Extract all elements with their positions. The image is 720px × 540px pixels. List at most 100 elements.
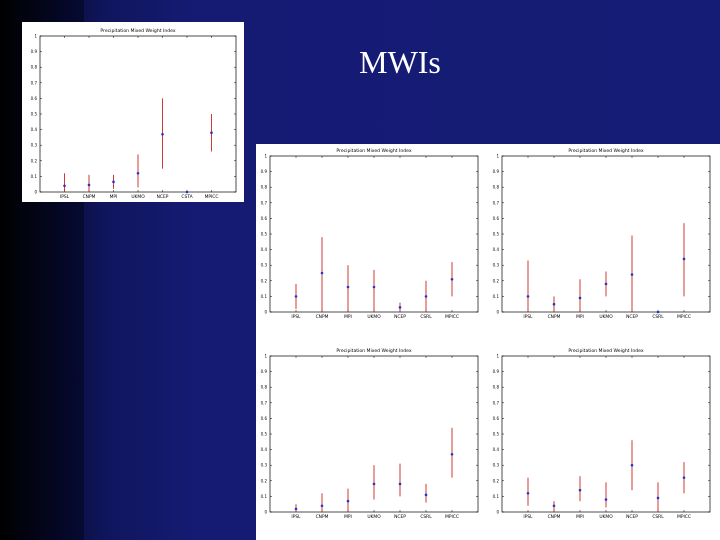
x-tick-label: MPICC [205, 194, 219, 200]
y-tick-label: 0.9 [261, 369, 268, 374]
x-tick-label: UKMO [599, 314, 613, 320]
data-point [320, 504, 324, 508]
y-tick-label: 1 [264, 154, 267, 159]
data-point [210, 131, 213, 135]
data-point [424, 295, 428, 298]
x-tick-label: MPI [344, 514, 352, 520]
y-tick-label: 0.4 [493, 247, 500, 252]
data-point [372, 482, 376, 486]
y-tick-label: 0.7 [261, 200, 268, 205]
x-tick-label: CNPM [83, 194, 96, 200]
data-point [578, 296, 582, 300]
x-tick-label: MPICC [677, 514, 691, 520]
x-tick-label: NCEP [394, 314, 406, 320]
data-point [552, 504, 556, 508]
data-point [424, 493, 428, 497]
data-point [682, 257, 686, 261]
data-point [112, 180, 115, 184]
data-point [604, 498, 608, 501]
chart-grid-panel: Precipitation Mixed Weight Index 0 0.1 0.2 0… [256, 144, 720, 540]
y-tick-label: 0.5 [261, 232, 268, 237]
y-tick-label: 0.5 [493, 432, 500, 437]
y-tick-label: 0.4 [493, 447, 500, 452]
data-point [161, 132, 164, 136]
data-point [185, 190, 189, 194]
y-tick-label: 0.5 [31, 112, 38, 117]
data-point [346, 285, 350, 289]
data-point [578, 488, 582, 492]
data-point [372, 285, 376, 289]
y-tick-label: 0.2 [261, 278, 268, 283]
x-tick-label: MPI [576, 514, 584, 520]
data-point [63, 184, 66, 188]
data-point [294, 507, 298, 511]
y-tick-label: 0.1 [261, 494, 268, 499]
data-point [294, 295, 298, 298]
y-tick-label: 0.5 [261, 432, 268, 437]
y-tick-label: 0.6 [493, 416, 500, 421]
x-tick-label: MPI [576, 314, 584, 320]
y-tick-label: 0.8 [261, 385, 268, 390]
y-tick-label: 1 [34, 34, 37, 39]
y-tick-label: 0.3 [31, 143, 38, 148]
data-point [630, 273, 634, 276]
y-tick-label: 0.4 [31, 127, 38, 132]
x-tick-label: MPI [344, 314, 352, 320]
data-point [526, 295, 530, 298]
data-point [450, 277, 454, 281]
y-tick-label: 1 [496, 154, 499, 159]
chart-title: Precipitation Mixed Weight Index [568, 148, 644, 154]
y-tick-label: 0.6 [261, 416, 268, 421]
data-point [398, 482, 402, 486]
chart-title: Precipitation Mixed Weight Index [568, 348, 644, 354]
slide-title: MWIs [359, 44, 441, 80]
x-tick-label: NCEP [626, 314, 638, 320]
data-point [398, 306, 402, 309]
x-tick-label: UKMO [367, 314, 381, 320]
x-tick-label: CSRL [420, 514, 432, 520]
x-tick-label: IPSL [291, 314, 301, 320]
chart-1: Precipitation Mixed Weight Index 0 0.1 0.2 0… [31, 28, 237, 200]
x-tick-label: IPSL [60, 194, 70, 200]
data-point [87, 183, 91, 187]
x-tick-label: NCEP [157, 194, 169, 200]
x-tick-label: CNPM [316, 314, 329, 320]
x-tick-label: MPICC [445, 514, 459, 520]
y-tick-label: 0.2 [493, 478, 500, 483]
y-tick-label: 0.7 [493, 400, 500, 405]
y-tick-label: 0.4 [261, 247, 268, 252]
y-tick-label: 0.5 [493, 232, 500, 237]
y-tick-label: 0.6 [261, 216, 268, 221]
x-tick-label: MPICC [445, 314, 459, 320]
data-point [320, 271, 324, 275]
y-tick-label: 0.6 [493, 216, 500, 221]
y-tick-label: 0.1 [31, 174, 38, 179]
y-tick-label: 0.1 [493, 294, 500, 299]
y-tick-label: 0.3 [261, 263, 268, 268]
chart-title: Precipitation Mixed Weight Index [100, 28, 176, 34]
y-tick-label: 0.6 [31, 96, 38, 101]
x-tick-label: CSRL [420, 314, 432, 320]
y-tick-label: 0.1 [493, 494, 500, 499]
chart-3: Precipitation Mixed Weight Index 0 0.1 0.2 0… [493, 148, 711, 320]
x-tick-label: CSTA [181, 194, 192, 200]
data-point [450, 452, 454, 456]
y-tick-label: 0.9 [31, 49, 38, 54]
data-point [656, 496, 660, 500]
x-tick-label: CNPM [548, 314, 561, 320]
y-tick-label: 0.8 [31, 65, 38, 70]
x-tick-label: UKMO [599, 514, 613, 520]
y-tick-label: 0.9 [261, 169, 268, 174]
y-tick-label: 0.8 [493, 385, 500, 390]
x-tick-label: CNPM [548, 514, 561, 520]
data-point [552, 302, 556, 306]
x-tick-label: NCEP [394, 514, 406, 520]
chart-panel-1: Precipitation Mixed Weight Index 0 0.1 0.2 0… [22, 22, 244, 202]
y-tick-label: 0.1 [261, 294, 268, 299]
data-point [346, 499, 350, 503]
x-tick-label: CNPM [316, 514, 329, 520]
data-point [630, 463, 634, 467]
y-tick-label: 0.2 [261, 478, 268, 483]
y-tick-label: 0 [264, 310, 267, 315]
y-tick-label: 0.7 [493, 200, 500, 205]
